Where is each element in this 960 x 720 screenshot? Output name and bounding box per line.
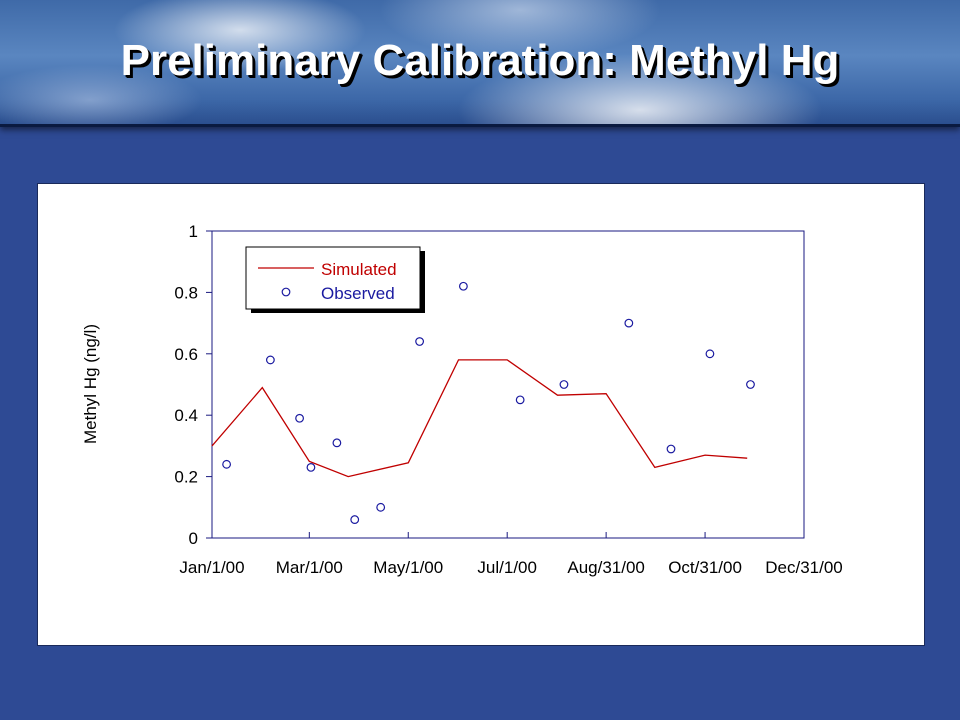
y-axis-label: Methyl Hg (ng/l): [81, 324, 100, 444]
observed-point: [624, 318, 634, 328]
x-tick-label: May/1/00: [373, 558, 443, 577]
x-tick-label: Oct/31/00: [668, 558, 742, 577]
y-tick-label: 0.4: [174, 406, 198, 425]
legend-simulated-label: Simulated: [321, 260, 397, 279]
y-tick-label: 0: [189, 529, 198, 548]
observed-point: [350, 515, 360, 524]
x-tick-label: Jul/1/00: [477, 558, 537, 577]
observed-point: [458, 281, 468, 291]
chart-panel: 0 0.2 0.4 0.6 0.8 1 Jan/1/00 Mar/1/00 May/1/00 J…: [37, 183, 925, 646]
observed-point: [265, 355, 275, 365]
x-tick-label: Dec/31/00: [765, 558, 843, 577]
observed-point: [515, 395, 525, 405]
observed-point: [306, 462, 316, 472]
methyl-hg-chart: 00.20.40.60.81 Jan/1/00 Mar/1/00 May/1/00 J…: [81, 222, 843, 577]
x-tick-label: Jan/1/00: [179, 558, 244, 577]
y-tick-label: 1: [189, 222, 198, 241]
legend-observed-label: Observed: [321, 284, 395, 303]
plot-area: [211, 230, 805, 539]
y-tick-label: 0.2: [174, 468, 198, 487]
observed-point: [559, 380, 569, 389]
legend: Simulated Observed: [245, 246, 425, 313]
observed-point: [222, 459, 231, 469]
observed-point: [666, 444, 676, 454]
legend-box: [245, 246, 421, 310]
observed-point: [746, 380, 755, 389]
observed-point: [295, 413, 304, 423]
page-title: Preliminary Calibration: Methyl Hg: [120, 36, 840, 85]
observed-point: [705, 349, 715, 359]
observed-point: [376, 502, 386, 512]
legend-observed-swatch: [281, 287, 291, 297]
series-layer: [211, 281, 755, 524]
y-axis: 0 0.2 0.4 0.6 0.8 1: [174, 222, 212, 548]
y-tick-label: 0.6: [174, 345, 198, 364]
observed-point: [332, 438, 342, 448]
x-axis: Jan/1/00 Mar/1/00 May/1/00 Jul/1/00 Aug/31/0…: [179, 532, 843, 577]
x-tick-label: Aug/31/00: [567, 558, 645, 577]
y-tick-label: 0.8: [174, 283, 198, 302]
title-banner: Preliminary Calibration: Methyl Hg: [0, 0, 960, 127]
observed-point: [415, 337, 425, 346]
x-tick-label: Mar/1/00: [276, 558, 343, 577]
simulated-series-line: [211, 359, 748, 478]
